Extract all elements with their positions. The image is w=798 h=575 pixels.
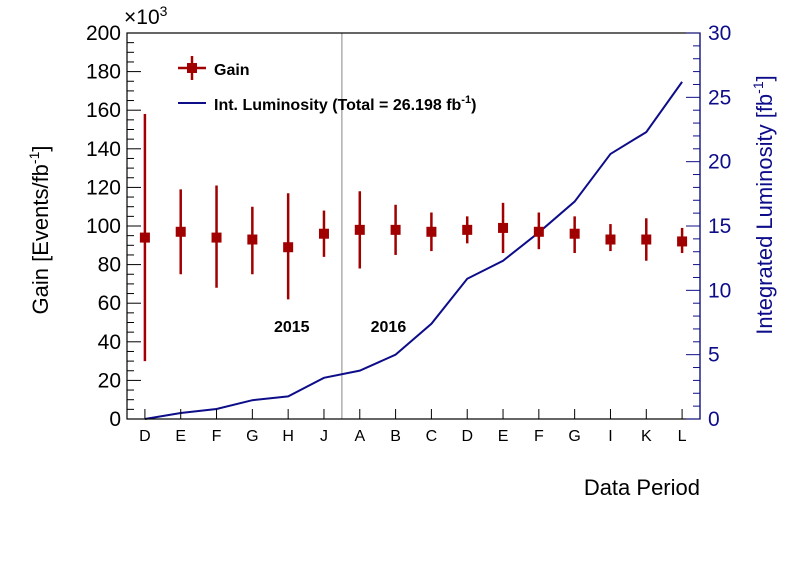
x-tick-label: J <box>320 428 328 445</box>
y2-tick-label: 15 <box>708 215 731 238</box>
axes: 0 20 40 60 80 100 120 140 160 180 200 0 5 10 15 20 25 30 D… <box>86 22 731 445</box>
plot-area: 2015 2016 <box>139 33 688 420</box>
y-tick-label: 0 <box>109 408 121 431</box>
gain-marker <box>247 234 258 245</box>
gain-marker <box>318 228 329 239</box>
gain-marker <box>533 226 544 237</box>
x-tick-label: C <box>426 428 438 445</box>
y-tick-label: 160 <box>86 99 121 122</box>
x-tick-label: I <box>608 428 612 445</box>
x-tick-label: A <box>354 428 365 445</box>
y-tick-label: 60 <box>98 292 121 315</box>
legend-gain-label: Gain <box>214 62 250 79</box>
x-tick-label: D <box>139 428 151 445</box>
gain-marker <box>175 226 186 237</box>
gain-marker <box>354 224 365 235</box>
y-tick-label: 20 <box>98 369 121 392</box>
y-tick-label: 180 <box>86 61 121 84</box>
year-label: 2016 <box>371 319 407 336</box>
legend: Gain Int. Luminosity (Total = 26.198 fb-… <box>178 56 476 114</box>
x-tick-label: G <box>568 428 580 445</box>
x-tick-label: E <box>175 428 186 445</box>
y2-axis-label: Integrated Luminosity [fb-1] <box>750 75 777 335</box>
y-multiplier-exponent: 3 <box>160 3 168 19</box>
x-tick-label: H <box>282 428 294 445</box>
gain-marker <box>498 222 509 233</box>
y2-tick-label: 0 <box>708 408 720 431</box>
plot-frame <box>126 32 701 420</box>
y2-tick-label: 30 <box>708 22 731 45</box>
gain-marker <box>641 234 652 245</box>
gain-marker <box>139 232 150 243</box>
gain-marker <box>426 226 437 237</box>
luminosity-line <box>144 81 683 420</box>
y-tick-label: 140 <box>86 138 121 161</box>
y-tick-label: 40 <box>98 331 121 354</box>
gain-marker <box>677 236 688 247</box>
y-tick-label: 100 <box>86 215 121 238</box>
gain-marker <box>211 232 222 243</box>
x-tick-label: F <box>534 428 544 445</box>
x-tick-label: F <box>212 428 222 445</box>
x-axis-label: Data Period <box>584 475 700 500</box>
gain-marker <box>605 234 616 245</box>
gain-marker <box>462 224 473 235</box>
year-label: 2015 <box>274 319 310 336</box>
gain-marker <box>390 224 401 235</box>
y-tick-label: 80 <box>98 254 121 277</box>
y2-tick-label: 5 <box>708 344 720 367</box>
y2-tick-label: 10 <box>708 279 731 302</box>
y-tick-label: 120 <box>86 176 121 199</box>
x-tick-label: G <box>246 428 258 445</box>
gain-marker <box>569 228 580 239</box>
y-axis-label: Gain [Events/fb-1] <box>26 146 53 315</box>
x-tick-label: L <box>678 428 687 445</box>
legend-gain-marker <box>187 63 197 73</box>
y-multiplier-label: ×103 <box>124 3 168 29</box>
x-tick-label: K <box>641 428 652 445</box>
x-tick-label: E <box>498 428 509 445</box>
x-tick-label: B <box>390 428 401 445</box>
y2-tick-label: 25 <box>708 86 731 109</box>
legend-lumi-label: Int. Luminosity (Total = 26.198 fb-1) <box>214 94 476 114</box>
x-tick-label: D <box>461 428 473 445</box>
y-tick-label: 200 <box>86 22 121 45</box>
y2-tick-label: 20 <box>708 151 731 174</box>
gain-marker <box>283 242 294 253</box>
